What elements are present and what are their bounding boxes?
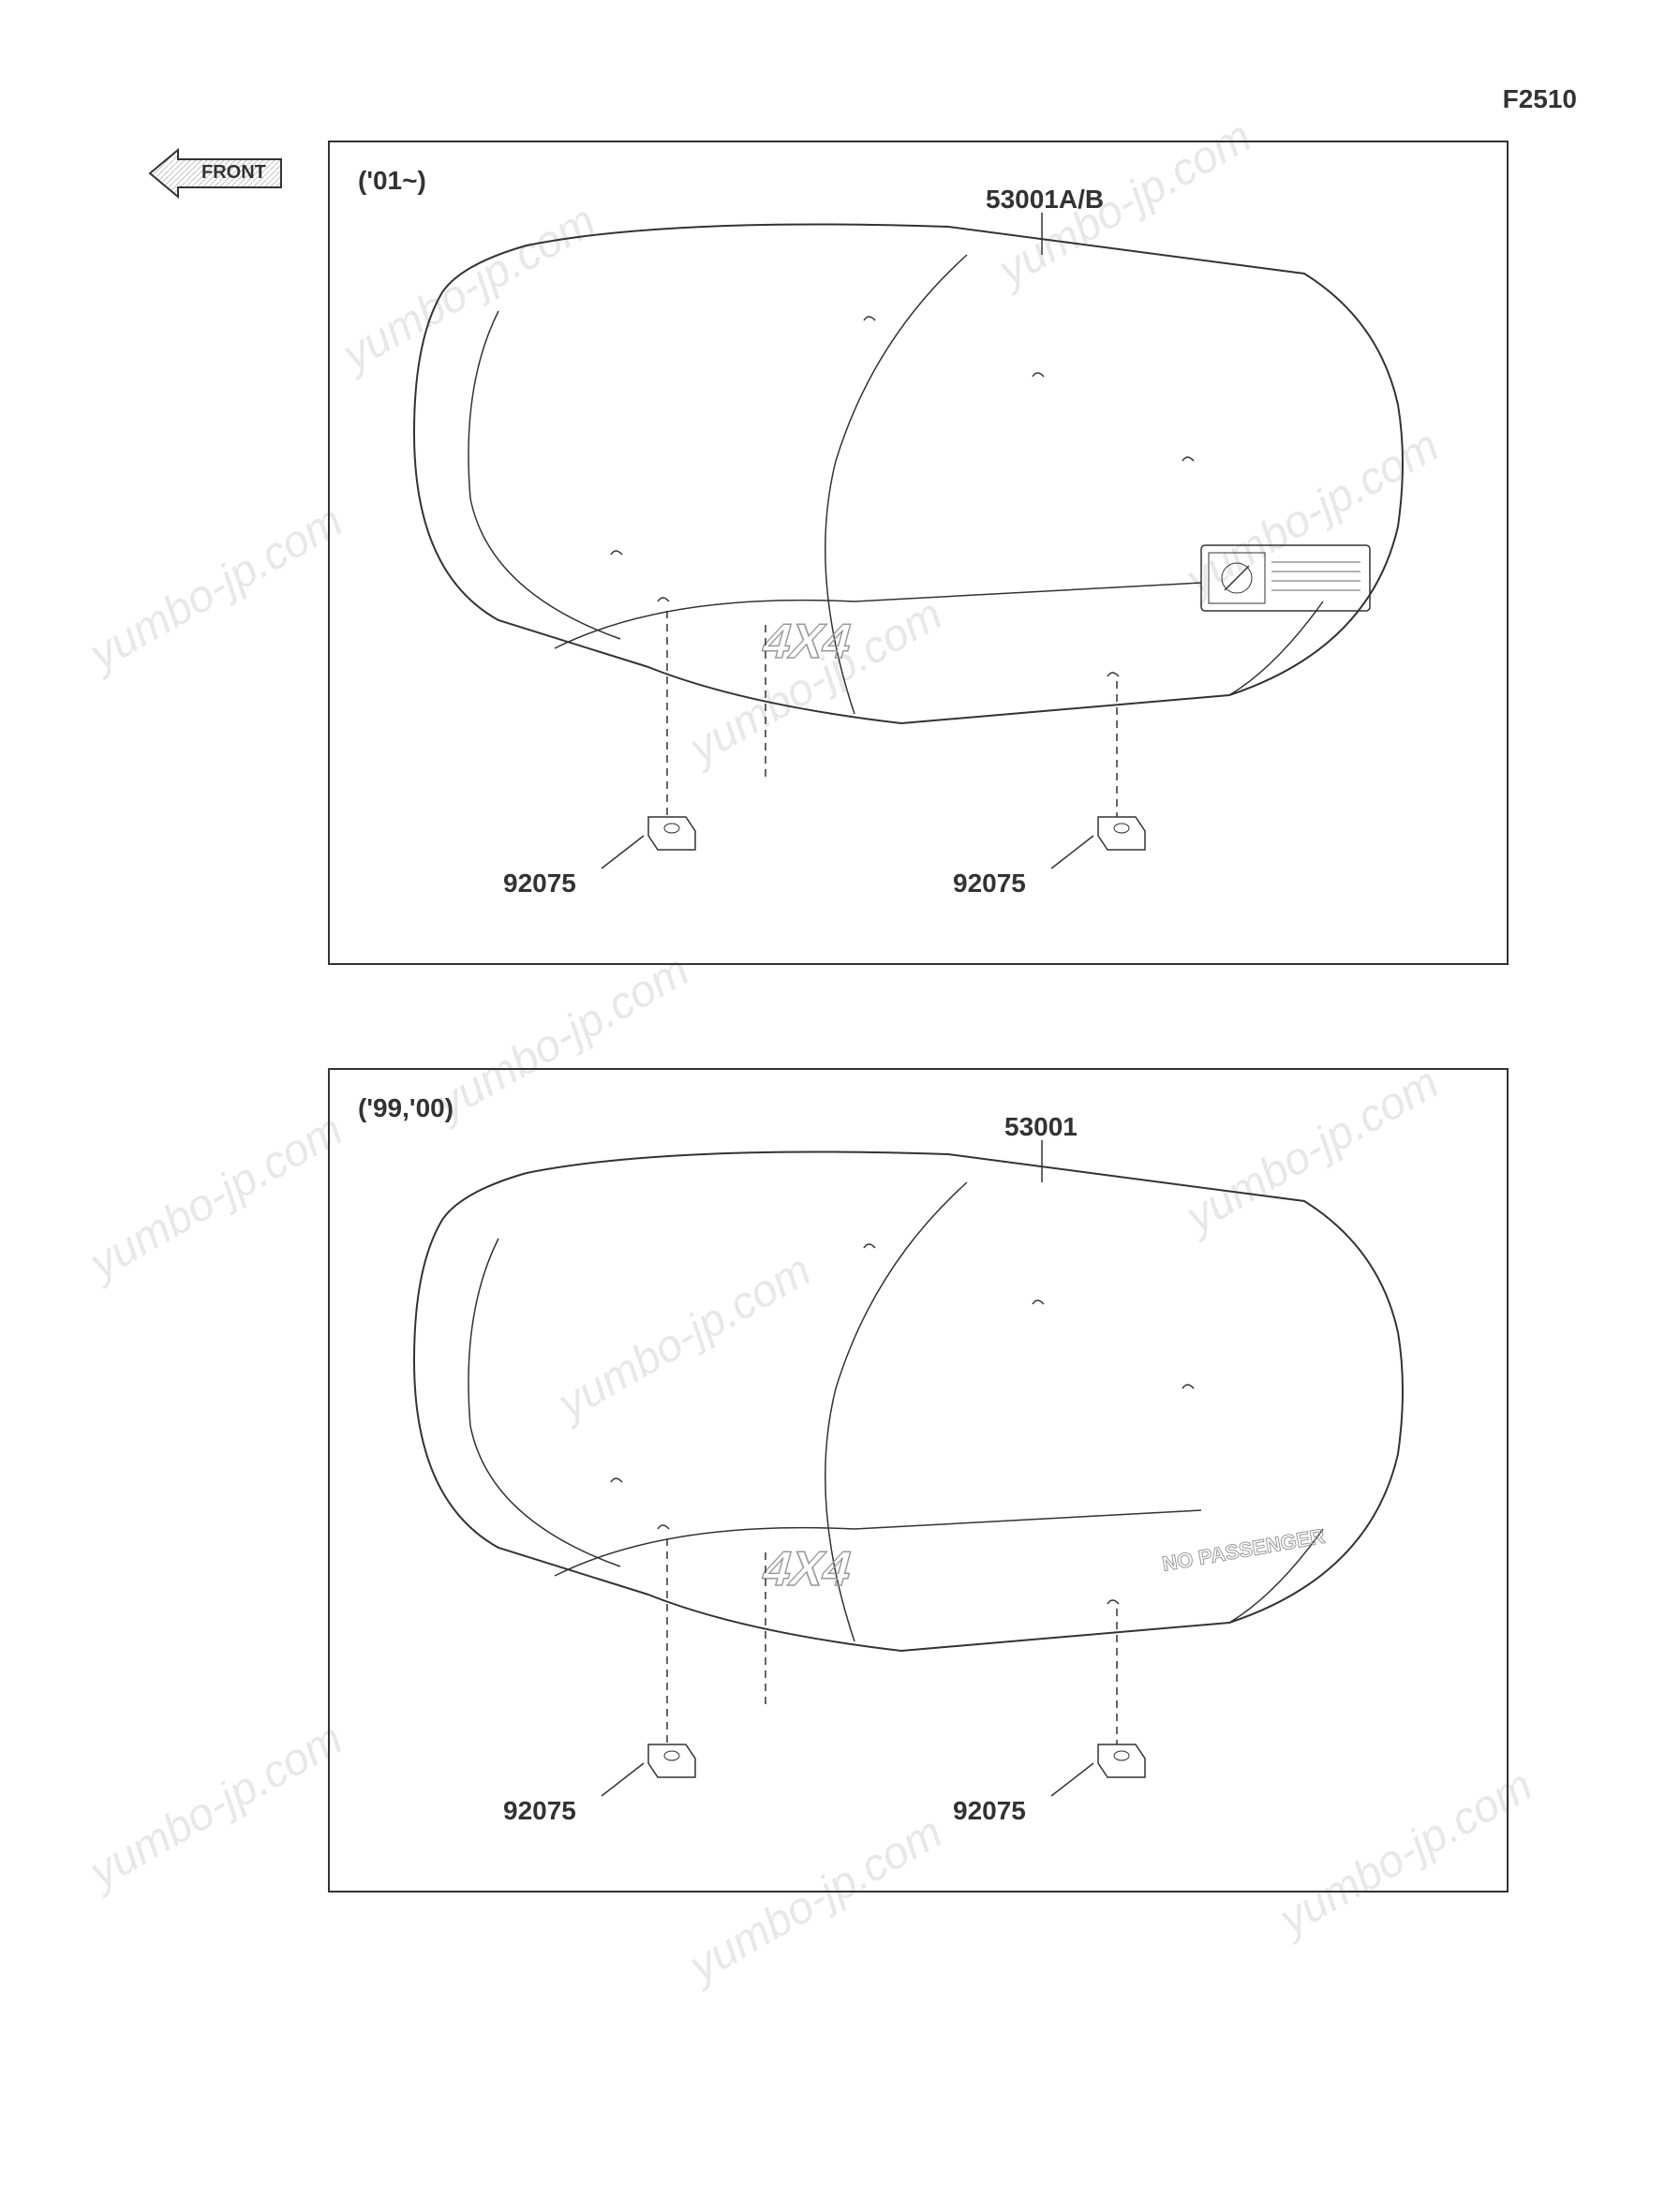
front-arrow-icon: FRONT bbox=[141, 131, 290, 215]
part-label-92075-left-bottom: 92075 bbox=[503, 1796, 576, 1826]
seat-diagram-bottom: 4X4 NO PASSENGER bbox=[386, 1126, 1454, 1829]
watermark: yumbo-jp.com bbox=[81, 1104, 351, 1289]
watermark: yumbo-jp.com bbox=[81, 1713, 351, 1898]
watermark: yumbo-jp.com bbox=[81, 495, 351, 680]
svg-text:4X4: 4X4 bbox=[757, 1542, 859, 1596]
year-label-bottom: ('99,'00) bbox=[358, 1093, 453, 1123]
part-label-53001ab: 53001A/B bbox=[986, 185, 1104, 215]
svg-text:FRONT: FRONT bbox=[201, 162, 266, 183]
svg-text:NO PASSENGER: NO PASSENGER bbox=[1161, 1524, 1327, 1576]
year-label-top: ('01~) bbox=[358, 166, 426, 196]
panel-bottom: ('99,'00) 4X4 NO PASSENGER bbox=[328, 1068, 1509, 1893]
part-label-92075-right: 92075 bbox=[953, 868, 1026, 898]
part-label-92075-left: 92075 bbox=[503, 868, 576, 898]
part-label-53001: 53001 bbox=[1004, 1112, 1078, 1142]
part-label-92075-right-bottom: 92075 bbox=[953, 1796, 1026, 1826]
panel-top: ('01~) 4X4 bbox=[328, 141, 1509, 965]
seat-diagram-top: 4X4 bbox=[386, 199, 1454, 901]
diagram-code: F2510 bbox=[1503, 84, 1577, 114]
svg-text:4X4: 4X4 bbox=[757, 615, 859, 669]
